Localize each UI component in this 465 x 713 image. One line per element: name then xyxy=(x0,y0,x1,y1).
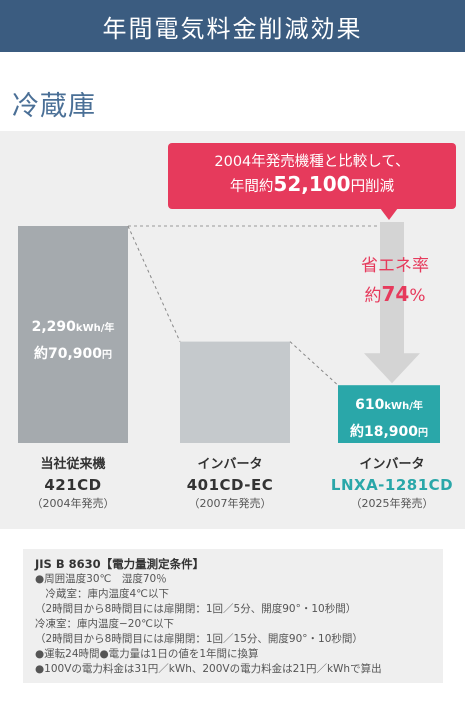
bar-label-LNXA-1281CD: 610kWh/年 約18,900円 xyxy=(338,392,440,446)
notes-line: 冷蔵室：庫内温度4℃以下 xyxy=(35,588,169,600)
bar-yen-line: 約18,900円 xyxy=(338,419,440,446)
bar-yen: 70,900 xyxy=(47,346,103,362)
bar-kwh-unit: kWh/年 xyxy=(384,401,423,412)
bar-label-421CD: 2,290kWh/年 約70,900円 xyxy=(18,314,128,368)
category-model: LNXA-1281CD xyxy=(330,476,454,494)
measurement-notes: JIS B 8630【電力量測定条件】 ●周囲温度30℃ 湿度70％ 冷蔵室：庫… xyxy=(23,549,443,683)
bar-yen: 18,900 xyxy=(363,424,419,440)
notes-heading: JIS B 8630【電力量測定条件】 xyxy=(35,557,205,571)
callout-suffix: 円削減 xyxy=(350,179,395,195)
category-year: （2025年発売） xyxy=(350,497,434,510)
callout-pointer xyxy=(380,208,398,220)
category-year: （2007年発売） xyxy=(188,497,272,510)
callout-line-1: 2004年発売機種と比較して、 xyxy=(214,154,410,170)
saving-value: 74 xyxy=(381,282,410,306)
section-title: 冷蔵庫 xyxy=(12,91,96,122)
notes-line: （2時間目から8時間目には扉開閉：1回／5分、開度90°・10秒間） xyxy=(35,603,357,615)
energy-saving-rate: 省エネ率 約74% xyxy=(330,252,460,310)
bar-kwh: 610 xyxy=(355,397,385,413)
bar-yen-prefix: 約 xyxy=(33,346,48,362)
category-line-1: インバータ xyxy=(359,457,425,472)
bar-401CD-EC xyxy=(180,341,290,443)
bar-yen-line: 約70,900円 xyxy=(18,341,128,368)
category-label-421CD: 当社従来機 421CD （2004年発売） xyxy=(8,456,138,512)
category-model: 401CD-EC xyxy=(186,476,274,494)
bar-kwh: 2,290 xyxy=(31,319,76,335)
saving-unit: % xyxy=(409,286,426,306)
bar-kwh-line: 610kWh/年 xyxy=(338,392,440,419)
bar-kwh-line: 2,290kWh/年 xyxy=(18,314,128,341)
bar-yen-prefix: 約 xyxy=(349,424,364,440)
notes-line: ●運転24時間●電力量は1日の値を1年間に換算 xyxy=(35,648,259,660)
connector-line-0 xyxy=(127,225,181,342)
notes-line: 冷凍室：庫内温度−20℃以下 xyxy=(35,618,174,630)
bar-yen-unit: 円 xyxy=(418,428,429,439)
savings-callout: 2004年発売機種と比較して、 年間約52,100円削減 xyxy=(168,143,456,209)
category-model: 421CD xyxy=(44,476,102,494)
reduction-arrow xyxy=(364,222,420,384)
category-year: （2004年発売） xyxy=(31,497,115,510)
category-label-LNXA-1281CD: インバータ LNXA-1281CD （2025年発売） xyxy=(322,456,462,512)
saving-label: 省エネ率 xyxy=(361,256,429,276)
notes-line: ●100Vの電力料金は31円／kWh、200Vの電力料金は21円／kWhで算出 xyxy=(35,663,382,675)
callout-value: 52,100 xyxy=(273,172,351,196)
saving-value-line: 約74% xyxy=(330,280,460,310)
page-header: 年間電気料金削減効果 xyxy=(0,0,465,52)
bar-kwh-unit: kWh/年 xyxy=(75,323,115,334)
category-line-1: インバータ xyxy=(197,457,263,472)
notes-line: （2時間目から8時間目には扉開閉：1回／15分、開度90°・10秒間） xyxy=(35,633,363,645)
category-label-401CD-EC: インバータ 401CD-EC （2007年発売） xyxy=(165,456,295,512)
bar-421CD xyxy=(18,226,128,443)
connector-line-1 xyxy=(289,341,339,386)
notes-line: ●周囲温度30℃ 湿度70％ xyxy=(35,573,167,585)
category-line-1: 当社従来機 xyxy=(40,457,106,472)
callout-prefix: 年間約 xyxy=(229,179,274,195)
callout-line-2: 年間約52,100円削減 xyxy=(168,173,456,198)
bar-LNXA-1281CD xyxy=(338,385,440,443)
header-title: 年間電気料金削減効果 xyxy=(102,14,363,43)
saving-prefix: 約 xyxy=(364,286,382,306)
bar-yen-unit: 円 xyxy=(102,350,113,361)
